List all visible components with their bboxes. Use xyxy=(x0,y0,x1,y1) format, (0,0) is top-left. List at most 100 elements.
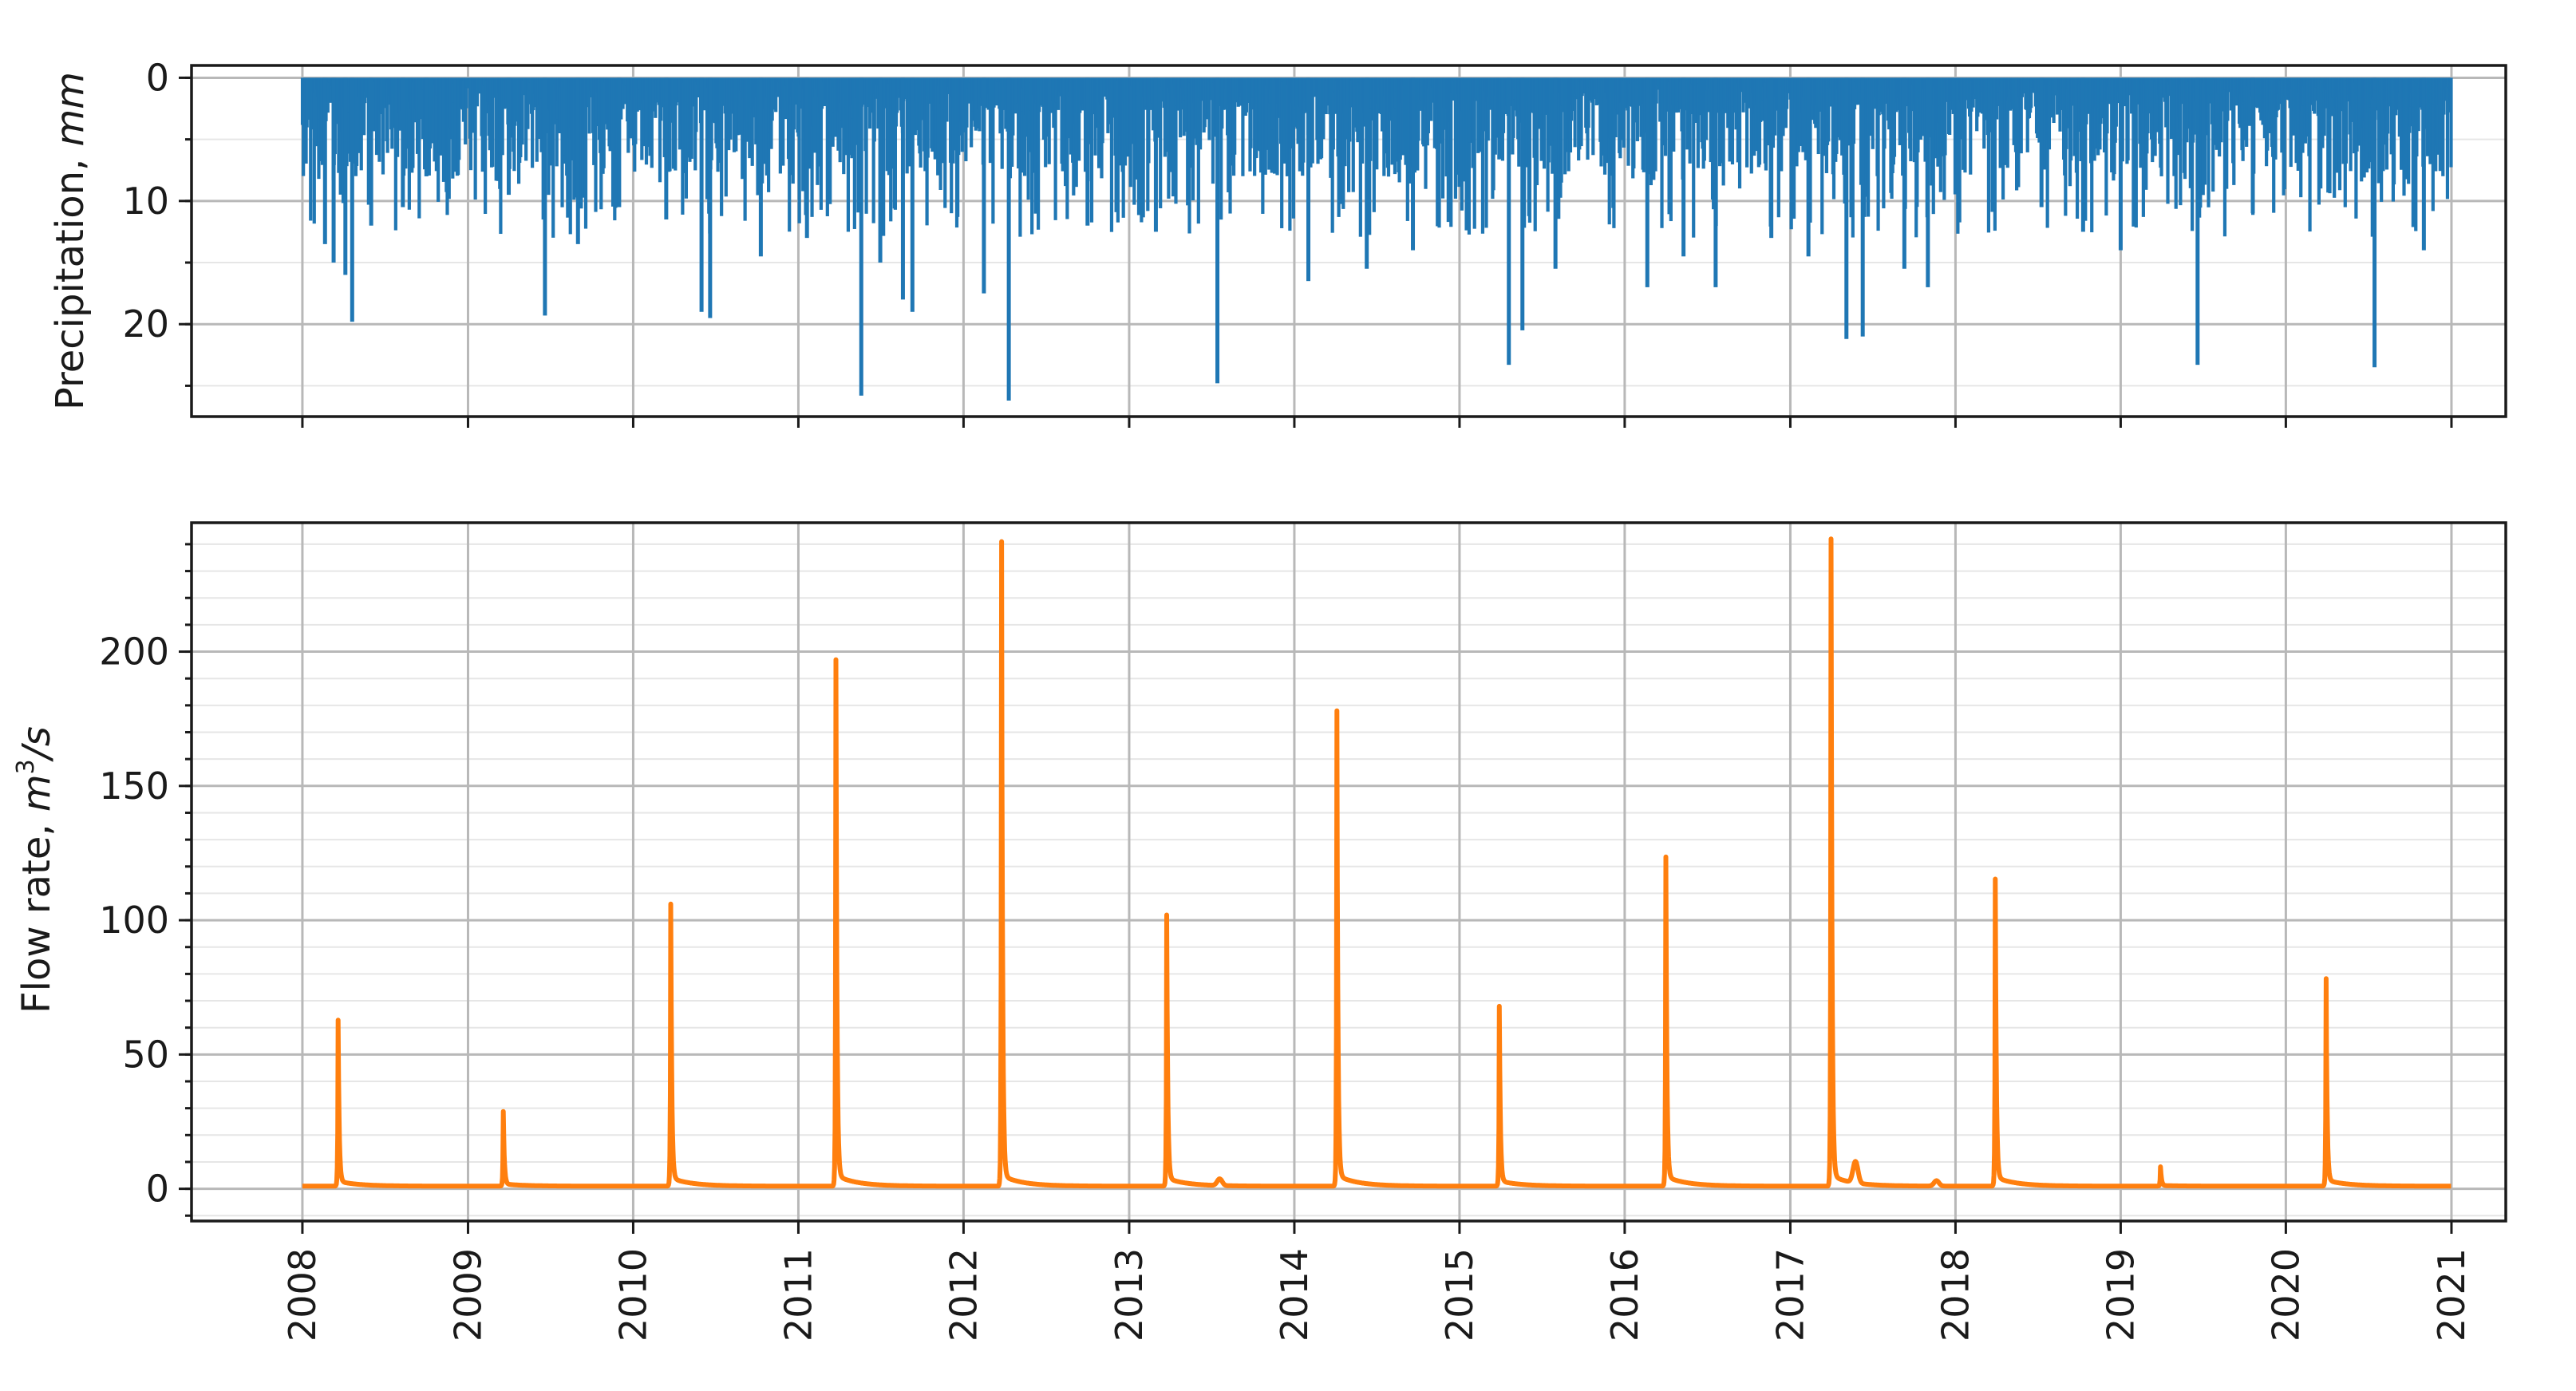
precipitation-peak-bar xyxy=(543,77,547,316)
precipitation-y-tick-label: 0 xyxy=(146,56,169,99)
precipitation-bar xyxy=(2029,77,2033,109)
precipitation-bar xyxy=(488,77,492,151)
precipitation-bar xyxy=(1702,77,1706,161)
precipitation-bar xyxy=(660,77,664,105)
precipitation-peak-bar xyxy=(617,77,622,207)
precipitation-bar xyxy=(1855,77,1859,105)
precipitation-bar xyxy=(1123,77,1128,166)
precipitation-bar xyxy=(1685,77,1689,150)
precipitation-bar xyxy=(1393,77,1397,175)
precipitation-bar xyxy=(2313,77,2317,101)
precipitation-bar xyxy=(1910,77,1914,112)
precipitation-bar xyxy=(1089,77,1094,223)
precipitation-bar xyxy=(1369,77,1373,161)
precipitation-bar xyxy=(705,77,709,200)
precipitation-bar xyxy=(2322,77,2326,136)
precipitation-bar xyxy=(1344,77,1348,140)
precipitation-bar xyxy=(2324,77,2329,109)
precipitation-bar xyxy=(2301,77,2305,106)
precipitation-bar xyxy=(1229,77,1233,165)
precipitation-bar xyxy=(610,77,615,207)
precipitation-bar xyxy=(1114,77,1118,212)
precipitation-bar xyxy=(623,77,628,105)
precipitation-bar xyxy=(1851,77,1855,238)
precipitation-bar xyxy=(310,77,314,130)
precipitation-bar xyxy=(848,77,852,156)
precipitation-bar xyxy=(1467,77,1472,235)
precipitation-bar xyxy=(1612,77,1616,228)
precipitation-bar xyxy=(2436,77,2440,155)
precipitation-bar xyxy=(750,77,754,166)
precipitation-bar xyxy=(1316,77,1320,164)
precipitation-bar xyxy=(1523,77,1527,128)
precipitation-bar xyxy=(1564,77,1568,150)
precipitation-bar xyxy=(1721,77,1725,186)
precipitation-bar xyxy=(829,77,833,124)
precipitation-bar xyxy=(418,77,422,120)
precipitation-bar xyxy=(302,77,306,152)
precipitation-bar xyxy=(2075,77,2080,219)
precipitation-bar xyxy=(1866,77,1871,217)
precipitation-bar xyxy=(2415,77,2419,157)
precipitation-bar xyxy=(1660,77,1664,228)
precipitation-bar xyxy=(478,77,482,94)
precipitation-bar xyxy=(417,77,421,219)
precipitation-bar xyxy=(1289,77,1293,149)
flow-rate-y-tick-label: 50 xyxy=(122,1033,169,1076)
precipitation-bar xyxy=(515,77,519,122)
precipitation-bar xyxy=(1000,77,1004,169)
x-tick-label: 2019 xyxy=(2099,1248,2142,1342)
precipitation-bar xyxy=(2087,77,2091,114)
precipitation-peak-bar xyxy=(2039,77,2044,207)
precipitation-bar xyxy=(1996,77,2000,106)
x-tick-label: 2014 xyxy=(1273,1248,1316,1342)
precipitation-bar xyxy=(309,77,313,221)
precipitation-bar xyxy=(1573,77,1577,148)
precipitation-bar xyxy=(784,77,788,120)
precipitation-bar xyxy=(2172,77,2176,176)
precipitation-bar xyxy=(572,77,576,200)
precipitation-bar xyxy=(791,77,795,184)
precipitation-bar xyxy=(2065,77,2069,118)
precipitation-bar xyxy=(1203,77,1207,128)
precipitation-bar xyxy=(1535,77,1539,186)
precipitation-bar xyxy=(1969,77,1973,175)
precipitation-peak-bar xyxy=(664,77,669,219)
precipitation-bar xyxy=(637,77,642,111)
precipitation-bar xyxy=(1764,77,1768,171)
precipitation-bar xyxy=(774,77,778,113)
precipitation-bar xyxy=(965,77,969,128)
precipitation-bar xyxy=(1187,77,1191,234)
precipitation-bar xyxy=(1191,77,1195,201)
precipitation-bar xyxy=(385,77,389,153)
precipitation-bar xyxy=(2199,77,2203,208)
precipitation-bar xyxy=(1761,77,1765,101)
precipitation-bar xyxy=(1822,77,1826,156)
precipitation-bar xyxy=(520,77,524,145)
precipitation-bar xyxy=(1749,77,1753,174)
precipitation-bar xyxy=(346,77,350,154)
precipitation-bar xyxy=(1663,77,1668,156)
precipitation-bar xyxy=(2056,77,2060,115)
precipitation-bar xyxy=(560,77,564,207)
precipitation-bar xyxy=(1460,77,1464,211)
precipitation-bar xyxy=(329,77,333,103)
precipitation-bar xyxy=(889,77,893,222)
precipitation-bar xyxy=(2355,77,2359,152)
precipitation-bar xyxy=(592,77,596,165)
precipitation-bar xyxy=(842,77,846,175)
precipitation-bar xyxy=(1472,77,1476,229)
precipitation-bar xyxy=(1547,77,1551,163)
precipitation-peak-bar xyxy=(1411,77,1416,251)
precipitation-bar xyxy=(1628,77,1632,107)
precipitation-bar xyxy=(1337,77,1341,217)
precipitation-bar xyxy=(1391,77,1395,164)
flow-rate-grid xyxy=(192,523,2506,1221)
precipitation-bar xyxy=(2159,77,2163,176)
precipitation-bar xyxy=(1820,77,1824,235)
precipitation-bar xyxy=(451,77,455,179)
precipitation-bar xyxy=(1678,77,1682,109)
precipitation-bar xyxy=(872,77,876,142)
precipitation-bar xyxy=(825,77,829,216)
precipitation-bar xyxy=(1823,77,1827,94)
